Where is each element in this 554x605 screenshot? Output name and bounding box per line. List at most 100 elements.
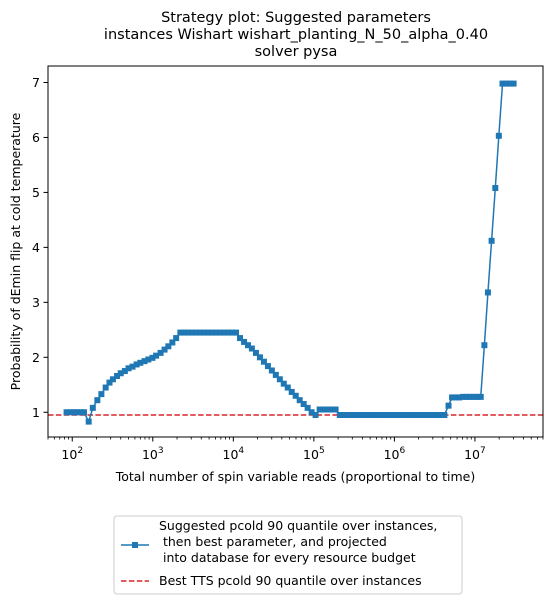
suggested-pcold-series-layer	[63, 80, 517, 425]
data-point-marker	[157, 349, 164, 356]
data-point-marker	[256, 354, 263, 361]
data-point-marker	[117, 370, 124, 377]
data-point-marker	[109, 376, 116, 383]
data-point-marker	[367, 412, 374, 419]
data-point-marker	[328, 406, 335, 413]
x-axis: 102 103 104 105 106 107	[47, 437, 544, 462]
data-point-marker	[177, 329, 184, 336]
data-point-marker	[495, 132, 502, 139]
data-point-marker	[459, 393, 466, 400]
data-point-marker	[437, 412, 444, 419]
x-axis-label: Total number of spin variable reads (pro…	[115, 469, 476, 484]
data-point-marker	[467, 393, 474, 400]
data-point-marker	[209, 329, 216, 336]
data-point-marker	[114, 372, 121, 379]
data-point-marker	[272, 371, 279, 378]
data-point-marker	[276, 376, 283, 383]
data-point-marker	[387, 412, 394, 419]
data-point-marker	[445, 402, 452, 409]
data-point-marker	[349, 412, 356, 419]
x-tick-label: 107	[464, 446, 486, 462]
data-point-marker	[383, 412, 390, 419]
data-point-marker	[474, 393, 481, 400]
data-point-marker	[181, 329, 188, 336]
x-tick-label: 103	[142, 446, 164, 462]
legend-box	[113, 515, 463, 595]
data-point-marker	[141, 358, 148, 365]
data-point-marker	[129, 363, 136, 370]
x-tick-label: 104	[223, 446, 245, 462]
x-tick-label: 105	[303, 446, 325, 462]
y-tick-label: 2	[32, 350, 40, 365]
data-point-marker	[470, 393, 477, 400]
data-point-marker	[375, 412, 382, 419]
data-point-marker	[94, 397, 101, 404]
data-point-marker	[185, 329, 192, 336]
data-point-marker	[67, 409, 74, 416]
data-point-marker	[98, 391, 105, 398]
data-point-marker	[416, 412, 423, 419]
data-point-marker	[189, 329, 196, 336]
data-point-marker	[477, 393, 484, 400]
data-point-marker	[89, 404, 96, 411]
data-point-marker	[488, 237, 495, 244]
y-tick-label: 7	[32, 75, 40, 90]
legend: Suggested pcold 90 quantile over instanc…	[113, 515, 463, 595]
chart-title-line: solver pysa	[255, 44, 338, 60]
data-point-marker	[74, 409, 81, 416]
data-point-marker	[433, 412, 440, 419]
data-point-marker	[300, 401, 307, 408]
chart-title: Strategy plot: Suggested parametersinsta…	[104, 10, 488, 60]
data-point-marker	[193, 329, 200, 336]
data-point-marker	[358, 412, 365, 419]
data-point-marker	[304, 404, 311, 411]
data-point-marker	[284, 384, 291, 391]
data-point-marker	[260, 358, 267, 365]
data-point-marker	[428, 412, 435, 419]
data-point-marker	[165, 343, 172, 350]
data-point-marker	[463, 393, 470, 400]
data-point-marker	[241, 338, 248, 345]
data-point-marker	[481, 342, 488, 349]
data-point-marker	[197, 329, 204, 336]
data-point-marker	[63, 409, 70, 416]
data-point-marker	[452, 394, 459, 401]
data-point-marker	[424, 412, 431, 419]
data-point-marker	[149, 354, 156, 361]
data-point-marker	[336, 412, 343, 419]
data-point-marker	[391, 412, 398, 419]
data-point-marker	[264, 363, 271, 370]
data-point-marker	[225, 329, 232, 336]
data-point-marker	[252, 349, 259, 356]
y-axis-label: Probability of dEmin flip at cold temper…	[8, 112, 23, 390]
data-point-marker	[201, 329, 208, 336]
data-point-marker	[412, 412, 419, 419]
data-point-marker	[316, 406, 323, 413]
legend-series-label: Suggested pcold 90 quantile over instanc…	[159, 518, 437, 565]
data-point-marker	[379, 412, 386, 419]
data-point-marker	[499, 80, 506, 87]
data-point-marker	[233, 329, 240, 336]
data-point-marker	[248, 345, 255, 352]
data-point-marker	[221, 329, 228, 336]
data-point-marker	[70, 409, 77, 416]
data-point-marker	[236, 335, 243, 342]
data-point-marker	[312, 412, 319, 419]
data-point-marker	[205, 329, 212, 336]
data-point-marker	[420, 412, 427, 419]
y-tick-label: 5	[32, 185, 40, 200]
chart-title-line: Strategy plot: Suggested parameters	[161, 10, 431, 26]
data-point-marker	[308, 409, 315, 416]
legend-series-marker-swatch	[132, 542, 138, 548]
data-point-marker	[324, 406, 331, 413]
data-point-marker	[173, 335, 180, 342]
data-point-marker	[456, 394, 463, 401]
data-point-marker	[296, 397, 303, 404]
data-point-marker	[153, 352, 160, 359]
data-point-marker	[332, 406, 339, 413]
data-point-marker	[280, 380, 287, 387]
data-point-marker	[320, 406, 327, 413]
y-tick-label: 6	[32, 130, 40, 145]
data-point-marker	[81, 409, 88, 416]
